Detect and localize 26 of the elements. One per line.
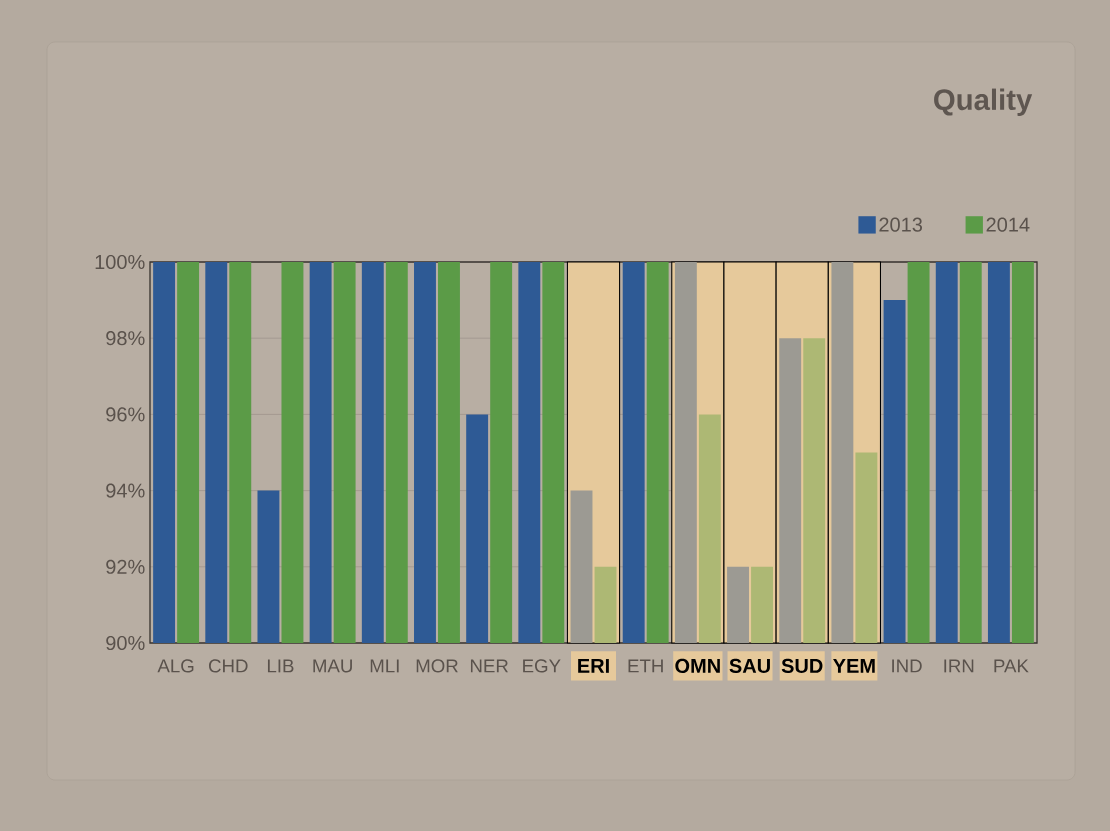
x-tick-label: OMN bbox=[675, 658, 720, 673]
x-tick-label: NER bbox=[470, 659, 508, 673]
legend-label: 2013 bbox=[879, 217, 923, 232]
x-tick-label: SAU bbox=[729, 658, 770, 673]
x-tick-label: MOR bbox=[416, 659, 458, 673]
x-tick-label: YEM bbox=[833, 659, 875, 673]
chart-title: Quality bbox=[934, 88, 1033, 116]
x-tick-label: IND bbox=[892, 659, 922, 673]
y-tick-label: 92% bbox=[106, 559, 145, 574]
x-tick-label: MAU bbox=[313, 659, 352, 673]
x-tick-label: MLI bbox=[370, 659, 399, 673]
x-tick-label: IRN bbox=[944, 659, 974, 673]
x-tick-label: EGY bbox=[523, 659, 561, 673]
y-tick-label: 98% bbox=[106, 331, 145, 346]
x-tick-label: ALG bbox=[157, 659, 194, 673]
y-tick-label: 94% bbox=[106, 483, 145, 498]
legend-label: 2014 bbox=[986, 217, 1030, 232]
x-tick-label: CHD bbox=[208, 659, 248, 673]
x-tick-label: ERI bbox=[578, 659, 609, 673]
x-tick-label: SUD bbox=[781, 658, 823, 673]
y-tick-label: 100% bbox=[95, 254, 145, 270]
x-tick-label: PAK bbox=[994, 659, 1029, 673]
x-tick-label: ETH bbox=[628, 659, 663, 673]
y-tick-label: 90% bbox=[106, 635, 145, 651]
x-tick-label: LIB bbox=[267, 659, 294, 673]
y-tick-label: 96% bbox=[106, 407, 145, 422]
